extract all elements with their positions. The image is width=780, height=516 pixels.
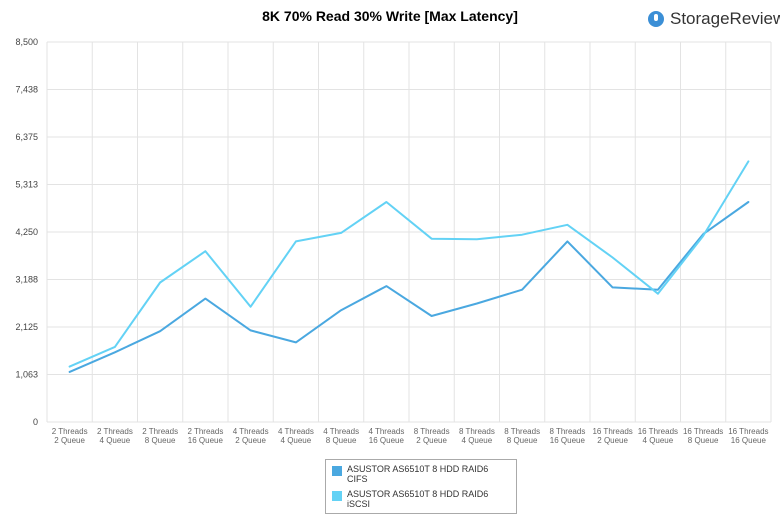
- x-tick-label: 8 Threads 4 Queue: [459, 427, 495, 445]
- y-tick-label: 1,063: [15, 370, 38, 380]
- legend-label-iscsi: ASUSTOR AS6510T 8 HDD RAID6 iSCSI: [347, 489, 489, 509]
- x-tick-label: 8 Threads 8 Queue: [504, 427, 540, 445]
- x-tick-label: 2 Threads 2 Queue: [52, 427, 88, 445]
- y-tick-label: 0: [33, 417, 38, 427]
- y-tick-label: 8,500: [15, 37, 38, 47]
- x-tick-label: 16 Threads 2 Queue: [592, 427, 632, 445]
- y-tick-label: 4,250: [15, 227, 38, 237]
- storagereview-logo-icon: [648, 11, 664, 27]
- series-line-iscsi: [68, 160, 750, 368]
- x-tick-label: 2 Threads 8 Queue: [142, 427, 178, 445]
- series-line-cifs: [68, 201, 750, 373]
- x-tick-label: 4 Threads 4 Queue: [278, 427, 314, 445]
- brand-name: StorageReview: [670, 9, 780, 28]
- x-tick-label: 4 Threads 2 Queue: [233, 427, 269, 445]
- x-tick-label: 16 Threads 16 Queue: [728, 427, 768, 445]
- x-tick-label: 16 Threads 4 Queue: [638, 427, 678, 445]
- chart-legend: ASUSTOR AS6510T 8 HDD RAID6 CIFS ASUSTOR…: [325, 459, 517, 514]
- y-tick-label: 6,375: [15, 132, 38, 142]
- x-tick-label: 4 Threads 8 Queue: [323, 427, 359, 445]
- chart-title: 8K 70% Read 30% Write [Max Latency]: [262, 8, 518, 24]
- x-tick-label: 8 Threads 16 Queue: [549, 427, 585, 445]
- y-tick-label: 2,125: [15, 322, 38, 332]
- legend-swatch-cifs: [332, 466, 342, 476]
- x-tick-label: 4 Threads 16 Queue: [368, 427, 404, 445]
- brand-logo: StorageReview: [648, 8, 780, 30]
- legend-label-cifs: ASUSTOR AS6510T 8 HDD RAID6 CIFS: [347, 464, 489, 484]
- y-tick-label: 3,188: [15, 275, 38, 285]
- y-tick-label: 5,313: [15, 180, 38, 190]
- x-tick-label: 2 Threads 16 Queue: [187, 427, 223, 445]
- x-tick-label: 8 Threads 2 Queue: [414, 427, 450, 445]
- x-tick-label: 2 Threads 4 Queue: [97, 427, 133, 445]
- y-tick-label: 7,438: [15, 85, 38, 95]
- legend-swatch-iscsi: [332, 491, 342, 501]
- x-tick-label: 16 Threads 8 Queue: [683, 427, 723, 445]
